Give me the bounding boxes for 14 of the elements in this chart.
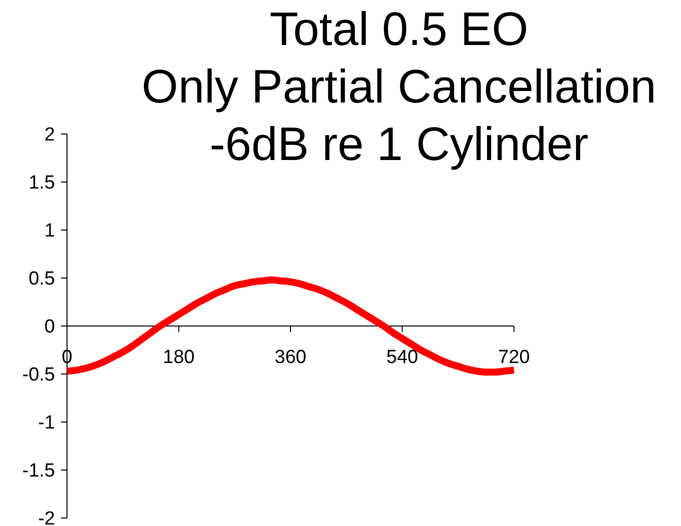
x-tick-label: 540 <box>386 347 418 368</box>
y-tick-label: 1 <box>44 220 55 242</box>
x-tick-label: 360 <box>274 347 306 368</box>
y-tick-label: 2 <box>44 124 55 146</box>
y-tick-label: -1 <box>38 412 55 434</box>
x-tick-label: 720 <box>498 347 530 368</box>
y-tick-label: -0.5 <box>22 364 55 386</box>
y-tick-label: 0.5 <box>28 268 55 290</box>
y-tick-label: -1.5 <box>22 460 55 482</box>
y-tick-label: 0 <box>44 316 55 338</box>
chart-title: Total 0.5 EO Only Partial Cancellation -6dB re 1 Cylinder <box>142 2 656 170</box>
y-tick-label: -2 <box>38 508 55 526</box>
y-tick-label: 1.5 <box>28 172 55 194</box>
x-tick-label: 180 <box>162 347 195 368</box>
